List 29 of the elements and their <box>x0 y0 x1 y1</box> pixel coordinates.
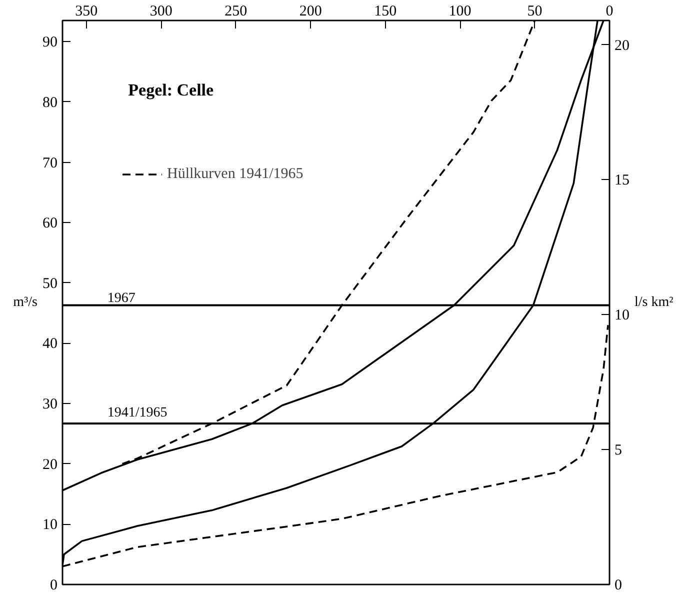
y2-tick-label: 10 <box>614 308 630 324</box>
x-tick-label: 300 <box>150 4 172 20</box>
y-tick-label: 40 <box>42 336 58 352</box>
y-tick-label: 0 <box>50 578 58 594</box>
y-tick-label: 10 <box>42 517 58 534</box>
annotation: 1941/1965 <box>107 405 168 420</box>
y-tick-label: 80 <box>42 94 58 111</box>
y-tick-label: 70 <box>42 155 58 172</box>
x-tick-label: 0 <box>606 4 614 20</box>
x-tick-label: 100 <box>448 4 472 20</box>
x-tick-label: 350 <box>75 4 98 20</box>
y-axis-title: m³/s <box>13 295 38 310</box>
y2-tick-label: 0 <box>614 578 622 594</box>
y2-tick-label: 20 <box>614 38 630 54</box>
x-tick-label: 150 <box>374 4 397 20</box>
y2-tick-label: 5 <box>614 442 622 459</box>
y-tick-label: 60 <box>42 216 58 232</box>
y-tick-label: 30 <box>42 396 58 413</box>
y2-tick-label: 15 <box>614 172 630 189</box>
y-tick-label: 20 <box>42 456 58 473</box>
x-tick-label: 250 <box>224 4 248 20</box>
annotation: 1967 <box>107 291 136 306</box>
x-tick-label: 200 <box>299 4 322 20</box>
y-tick-label: 50 <box>42 276 58 292</box>
annotation: Pegel: Celle <box>128 80 214 100</box>
y-tick-label: 90 <box>42 34 58 51</box>
x-tick-label: 50 <box>527 4 542 20</box>
legend-label: Hüllkurven 1941/1965 <box>167 166 304 182</box>
y2-axis-title: l/s km² <box>634 295 674 310</box>
